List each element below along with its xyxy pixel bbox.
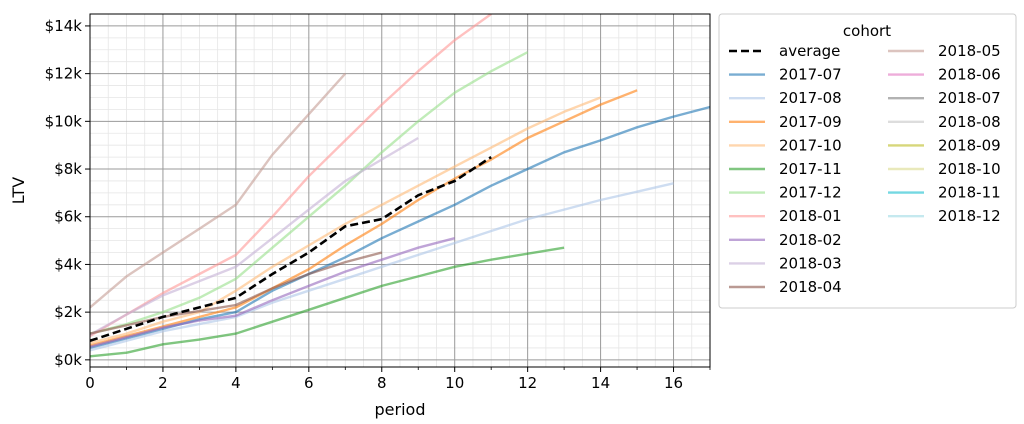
x-tick-label: 10 — [445, 374, 464, 392]
series-line-2017-10 — [90, 96, 602, 345]
legend-item-2017-12: 2017-12 — [729, 184, 842, 202]
series-line-2018-03 — [90, 136, 419, 336]
legend-item-2018-06: 2018-06 — [888, 66, 1001, 84]
legend-item-2018-08: 2018-08 — [888, 113, 1001, 131]
legend-label: 2018-04 — [779, 278, 842, 296]
series-line-2017-11 — [90, 246, 565, 358]
legend-item-2017-08: 2017-08 — [729, 89, 842, 107]
legend-label: 2017-10 — [779, 136, 842, 154]
x-tick-label: 14 — [591, 374, 610, 392]
major-gridlines — [89, 14, 710, 367]
x-tick-label: 6 — [304, 374, 314, 392]
minor-gridlines — [90, 13, 711, 367]
legend-item-2018-12: 2018-12 — [888, 207, 1001, 225]
legend-label: 2018-09 — [938, 136, 1001, 154]
legend-item-2018-05: 2018-05 — [888, 42, 1001, 60]
legend-items: average 2017-07 2017-08 2017-09 2017-10 2017-… — [729, 42, 1001, 296]
legend-label: 2018-10 — [938, 160, 1001, 178]
legend-label: average — [779, 42, 840, 60]
y-tick-label: $0k — [54, 351, 82, 369]
legend-label: 2018-07 — [938, 89, 1001, 107]
legend-item-2017-07: 2017-07 — [729, 66, 842, 84]
legend-label: 2017-08 — [779, 89, 842, 107]
x-axis-label: period — [375, 400, 426, 419]
legend-item-2018-03: 2018-03 — [729, 254, 842, 272]
legend-title: cohort — [843, 22, 891, 40]
legend-label: 2017-09 — [779, 113, 842, 131]
series-line-2017-08 — [90, 182, 674, 352]
series-lines — [90, 14, 710, 358]
y-tick-label: $4k — [54, 255, 82, 273]
y-axis-label: LTV — [9, 177, 28, 204]
legend-label: 2018-03 — [779, 254, 842, 272]
legend-label: 2018-12 — [938, 207, 1001, 225]
legend-item-2018-07: 2018-07 — [888, 89, 1001, 107]
y-tick-label: $2k — [54, 303, 82, 321]
legend-label: 2018-01 — [779, 207, 842, 225]
plot-frame — [89, 13, 711, 368]
series-line-2017-09 — [90, 89, 638, 347]
legend-item-2018-01: 2018-01 — [729, 207, 842, 225]
legend-label: 2017-07 — [779, 66, 842, 84]
x-tick-label: 8 — [377, 374, 387, 392]
legend-label: 2018-06 — [938, 66, 1001, 84]
legend-item-2017-10: 2017-10 — [729, 136, 842, 154]
x-tick-label: 16 — [664, 374, 683, 392]
series-line-2018-05 — [90, 72, 347, 309]
y-tick-label: $10k — [45, 112, 83, 130]
legend-item-2018-11: 2018-11 — [888, 184, 1001, 202]
legend-label: 2017-11 — [779, 160, 842, 178]
legend-label: 2017-12 — [779, 184, 842, 202]
y-tick-label: $14k — [45, 17, 83, 35]
y-tick-label: $6k — [54, 208, 82, 226]
series-line-2018-02 — [90, 237, 456, 348]
axis-ticks: 0 2 4 6 8 10 12 14 16 $0k $2k $4k $6k $8k $10k $12k $14k — [45, 17, 711, 392]
legend-item-2018-02: 2018-02 — [729, 231, 842, 249]
series-line-2018-04 — [90, 251, 383, 335]
legend-item-average: average — [729, 42, 840, 60]
x-tick-label: 2 — [158, 374, 168, 392]
series-line-2018-01 — [90, 14, 492, 338]
legend-item-2017-09: 2017-09 — [729, 113, 842, 131]
legend-item-2018-04: 2018-04 — [729, 278, 842, 296]
legend-box — [718, 13, 1017, 309]
legend-label: 2018-02 — [779, 231, 842, 249]
x-tick-label: 12 — [518, 374, 537, 392]
series-line-2017-12 — [90, 51, 529, 335]
legend-item-2017-11: 2017-11 — [729, 160, 842, 178]
legend: cohort average 2017-07 2017-08 2017-09 2017-… — [718, 13, 1017, 309]
x-tick-label: 0 — [85, 374, 95, 392]
x-tick-label: 4 — [231, 374, 241, 392]
legend-label: 2018-05 — [938, 42, 1001, 60]
legend-label: 2018-08 — [938, 113, 1001, 131]
series-line-average — [90, 156, 492, 343]
y-tick-label: $12k — [45, 65, 83, 83]
y-tick-label: $8k — [54, 160, 82, 178]
legend-item-2018-10: 2018-10 — [888, 160, 1001, 178]
legend-label: 2018-11 — [938, 184, 1001, 202]
legend-item-2018-09: 2018-09 — [888, 136, 1001, 154]
